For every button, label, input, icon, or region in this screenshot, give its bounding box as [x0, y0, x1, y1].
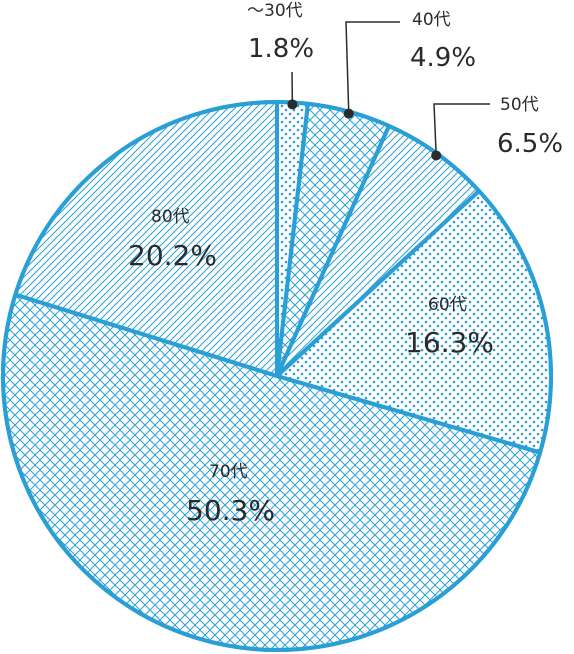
label-percent-40s: 4.9%: [410, 43, 476, 73]
label-category-40s: 40代: [412, 10, 451, 30]
leader-line-2: [433, 103, 490, 156]
leader-lines: [287, 21, 490, 161]
label-category-80s: 80代: [151, 207, 190, 227]
label-category-under30: ～30代: [247, 1, 303, 21]
label-category-50s: 50代: [500, 95, 539, 115]
label-percent-50s: 6.5%: [497, 129, 563, 159]
label-category-70s: 70代: [209, 462, 248, 482]
leader-dot-1: [343, 108, 354, 119]
leader-dot-0: [287, 99, 298, 110]
label-category-60s: 60代: [428, 295, 467, 315]
label-percent-60s: 16.3%: [405, 326, 494, 359]
label-percent-under30: 1.8%: [248, 34, 314, 64]
leader-line-1: [345, 21, 400, 114]
pie-slices: [0, 100, 553, 652]
leader-dot-2: [431, 150, 442, 161]
slice-labels: ～30代 1.8% 40代 4.9% 50代 6.5% 60代 16.3% 70…: [128, 1, 563, 527]
label-percent-80s: 20.2%: [128, 239, 217, 272]
pie-outline: [1, 100, 553, 652]
label-percent-70s: 50.3%: [186, 494, 275, 527]
